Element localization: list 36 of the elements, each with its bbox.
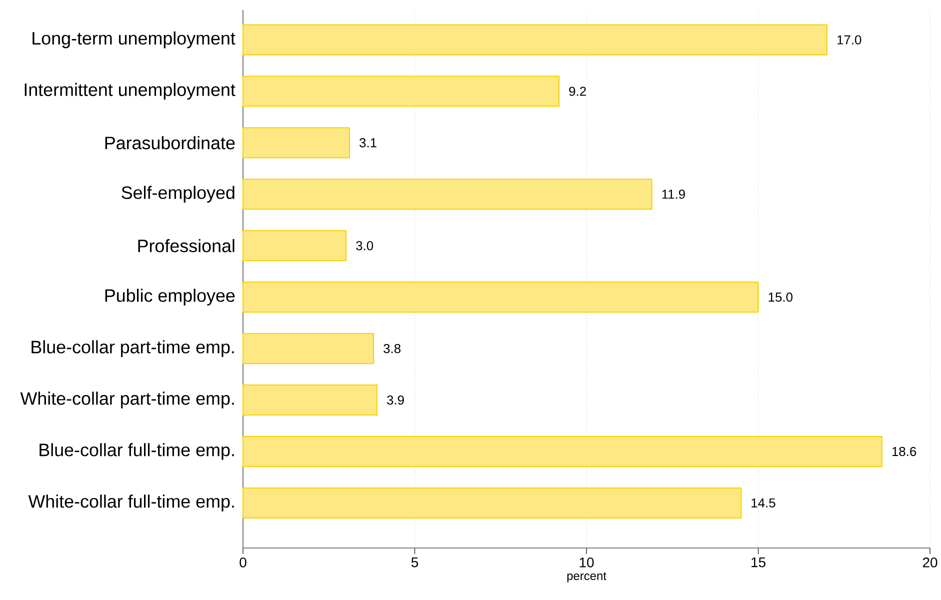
bar [242,436,882,467]
bar [242,178,652,210]
data-label: 3.0 [356,241,374,250]
x-tick-label: 0 [240,557,246,568]
data-label: 15.0 [768,292,792,302]
data-label: 11.9 [662,190,685,199]
bar [242,24,828,56]
data-label: 9.2 [569,86,586,96]
y-tick-label: Public employee [105,288,235,306]
x-tick-label: 20 [922,557,938,568]
y-tick-label: Long-term unemployment [32,31,236,48]
bar [242,384,378,416]
bar [242,282,759,313]
bar [242,127,350,158]
data-label: 17.0 [837,35,862,44]
x-axis-title: percent [567,572,606,582]
x-tick-label: 5 [411,558,418,568]
bar [242,230,347,262]
data-label: 3.1 [360,138,376,148]
y-tick-label: Blue-collar part-time emp. [32,340,234,357]
y-tick-label: Professional [138,239,234,252]
y-tick-label: Intermittent unemployment [24,82,236,100]
x-tick-label: 15 [752,558,766,568]
data-label: 18.6 [892,446,916,456]
data-label: 14.5 [752,498,776,508]
y-tick-label: White-collar full-time emp. [28,494,234,512]
bar [242,76,560,107]
bar [242,333,374,364]
bar [242,487,742,518]
y-tick-label: Parasubordinate [105,136,235,150]
y-tick-label: Blue-collar full-time emp. [40,443,234,460]
y-tick-label: White-collar part-time emp. [20,392,234,408]
y-tick-label: Self-employed [122,186,234,203]
data-label: 3.8 [384,344,400,354]
data-label: 3.9 [386,395,404,405]
x-tick-label: 10 [580,557,594,568]
